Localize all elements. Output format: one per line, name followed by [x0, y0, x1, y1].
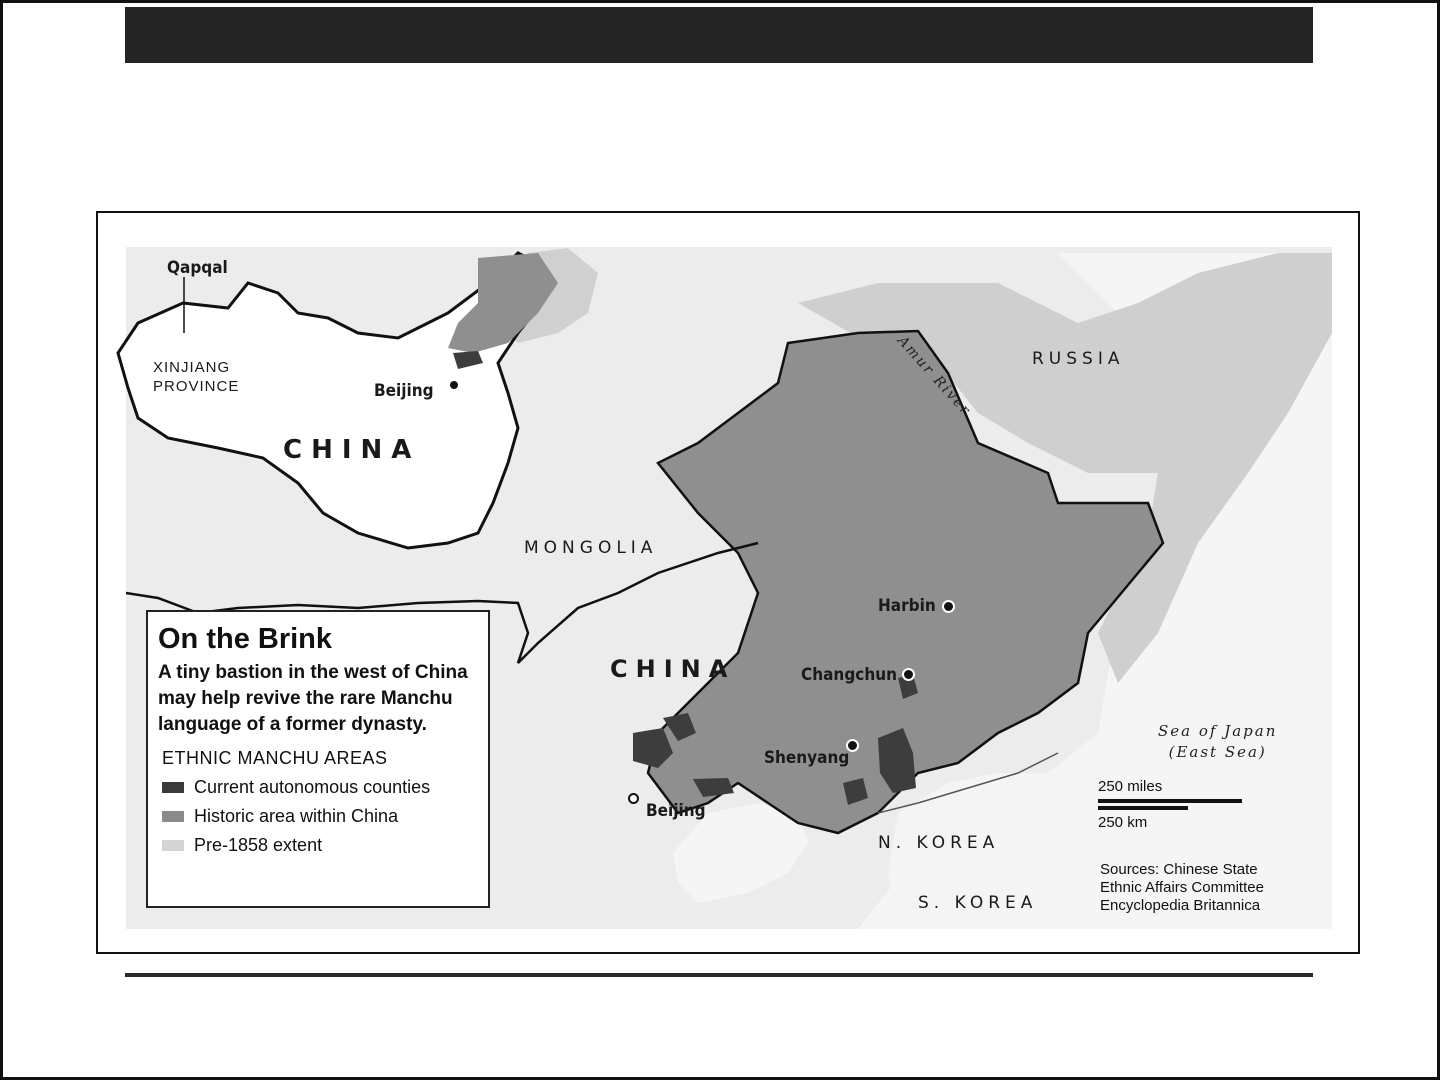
legend-label-historic: Historic area within China — [194, 806, 399, 826]
n-korea-label: N. KOREA — [878, 833, 1000, 853]
title-bar — [125, 7, 1313, 63]
russia-label: RUSSIA — [1032, 349, 1125, 369]
inset-china-label: CHINA — [283, 435, 421, 465]
autonomous-county — [633, 728, 673, 768]
scale-miles-bar — [1098, 799, 1242, 803]
sources-line3: Encyclopedia Britannica — [1100, 897, 1261, 914]
harbin-label: Harbin — [878, 596, 936, 616]
mongolia-label: MONGOLIA — [524, 538, 658, 558]
sea-line1: Sea of Japan — [1158, 722, 1278, 740]
legend-label-pre1858: Pre-1858 extent — [194, 835, 323, 855]
sources-line1: Sources: Chinese State — [1100, 861, 1258, 878]
sea-line2: (East Sea) — [1168, 743, 1267, 761]
s-korea-label: S. KOREA — [918, 893, 1038, 913]
sea-of-japan-label: Sea of Japan (East Sea) — [1158, 721, 1277, 763]
beijing-label: Beijing — [646, 801, 706, 821]
sources-line2: Ethnic Affairs Committee — [1100, 879, 1264, 896]
inset-historic-area — [448, 253, 558, 353]
xinjiang-label: XINJIANG PROVINCE — [153, 358, 239, 396]
bohai-sea — [673, 803, 808, 903]
qapqal-label: Qapqal — [167, 258, 228, 278]
scale-km-bar — [1098, 806, 1188, 810]
historic-area-region — [646, 329, 1165, 835]
legend-label-autonomous: Current autonomous counties — [194, 777, 431, 797]
changchun-label: Changchun — [801, 665, 898, 685]
scale-km: 250 km — [1098, 814, 1148, 831]
autonomous-county — [693, 778, 734, 797]
legend-subtitle: A tiny bastion in the west of China may … — [158, 662, 468, 735]
autonomous-county — [898, 675, 918, 699]
autonomous-county — [843, 778, 868, 805]
legend-swatch-pre1858 — [162, 840, 184, 851]
inset-beijing-marker — [450, 381, 458, 389]
legend-title: On the Brink — [158, 623, 333, 655]
legend: On the Brink A tiny bastion in the west … — [146, 610, 490, 908]
china-label: CHINA — [610, 655, 736, 683]
legend-item: Historic area within China — [162, 806, 478, 827]
legend-item: Current autonomous counties — [162, 777, 478, 798]
inset-china-outline — [116, 251, 555, 550]
legend-swatch-historic — [162, 811, 184, 822]
footer-rule — [125, 973, 1313, 977]
legend-heading: ETHNIC MANCHU AREAS — [162, 748, 388, 768]
changchun-marker — [902, 668, 915, 681]
inset-autonomous — [453, 351, 483, 369]
inset-beijing-label: Beijing — [374, 381, 434, 401]
scale-bar: 250 miles 250 km — [1098, 778, 1242, 831]
xinjiang-line1: XINJIANG — [153, 359, 231, 376]
korea-border — [877, 752, 1059, 814]
xinjiang-line2: PROVINCE — [153, 378, 240, 395]
mongolia-border — [125, 541, 759, 664]
sources: Sources: Chinese State Ethnic Affairs Co… — [1100, 861, 1264, 915]
autonomous-county — [663, 713, 696, 741]
shenyang-label: Shenyang — [764, 748, 850, 768]
beijing-marker — [628, 793, 639, 804]
autonomous-county — [878, 728, 916, 793]
map-figure: Qapqal XINJIANG PROVINCE Beijing CHINA M… — [96, 211, 1360, 954]
scale-miles: 250 miles — [1098, 778, 1163, 795]
legend-item: Pre-1858 extent — [162, 835, 478, 856]
shenyang-marker — [846, 739, 859, 752]
legend-swatch-autonomous — [162, 782, 184, 793]
korea-area — [888, 773, 1078, 929]
harbin-marker — [942, 600, 955, 613]
